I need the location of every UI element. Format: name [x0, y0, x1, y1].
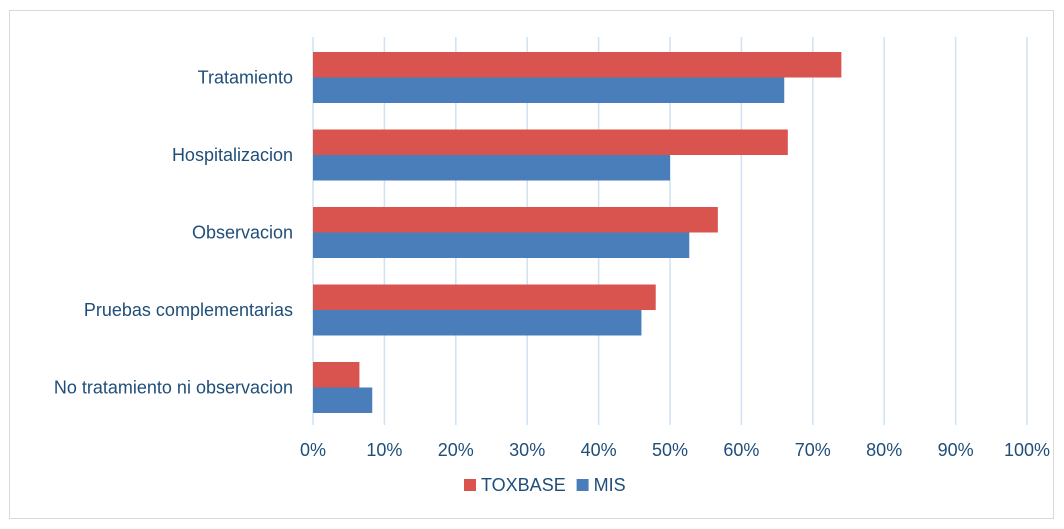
bar-toxbase	[313, 207, 718, 233]
category-label: Observacion	[192, 223, 293, 243]
x-tick-label: 40%	[581, 440, 617, 460]
legend-label: MIS	[594, 475, 626, 495]
bar-toxbase	[313, 129, 788, 155]
bar-mis	[313, 310, 642, 336]
bar-mis	[313, 387, 373, 413]
x-tick-label: 100%	[1004, 440, 1050, 460]
x-tick-label: 90%	[938, 440, 974, 460]
bar-toxbase	[313, 284, 656, 310]
x-tick-label: 80%	[866, 440, 902, 460]
legend-item-toxbase: TOXBASE	[464, 475, 566, 495]
legend-label: TOXBASE	[481, 475, 566, 495]
category-label: Pruebas complementarias	[84, 300, 293, 320]
bars	[313, 52, 842, 413]
legend-swatch	[576, 479, 589, 491]
legend-swatch	[464, 479, 476, 491]
x-tick-label: 60%	[723, 440, 759, 460]
x-tick-labels: 0% 10% 20% 30% 40% 50% 60% 70% 80% 90% 100%	[300, 440, 1050, 460]
legend-item-mis: MIS	[576, 475, 626, 495]
x-tick-label: 20%	[438, 440, 474, 460]
bar-mis	[313, 155, 670, 181]
x-tick-label: 0%	[300, 440, 326, 460]
category-label: Tratamiento	[198, 68, 293, 88]
bar-toxbase	[313, 52, 842, 78]
category-labels: Tratamiento Hospitalizacion Observacion Pru…	[54, 68, 293, 398]
bar-mis	[313, 77, 785, 103]
x-tick-label: 50%	[652, 440, 688, 460]
x-tick-label: 10%	[366, 440, 402, 460]
legend: TOXBASE MIS	[464, 475, 626, 495]
x-tick-label: 30%	[509, 440, 545, 460]
bar-toxbase	[313, 362, 360, 388]
category-label: Hospitalizacion	[172, 145, 293, 165]
category-label: No tratamiento ni observacion	[54, 378, 293, 398]
x-tick-label: 70%	[795, 440, 831, 460]
bar-mis	[313, 232, 690, 258]
